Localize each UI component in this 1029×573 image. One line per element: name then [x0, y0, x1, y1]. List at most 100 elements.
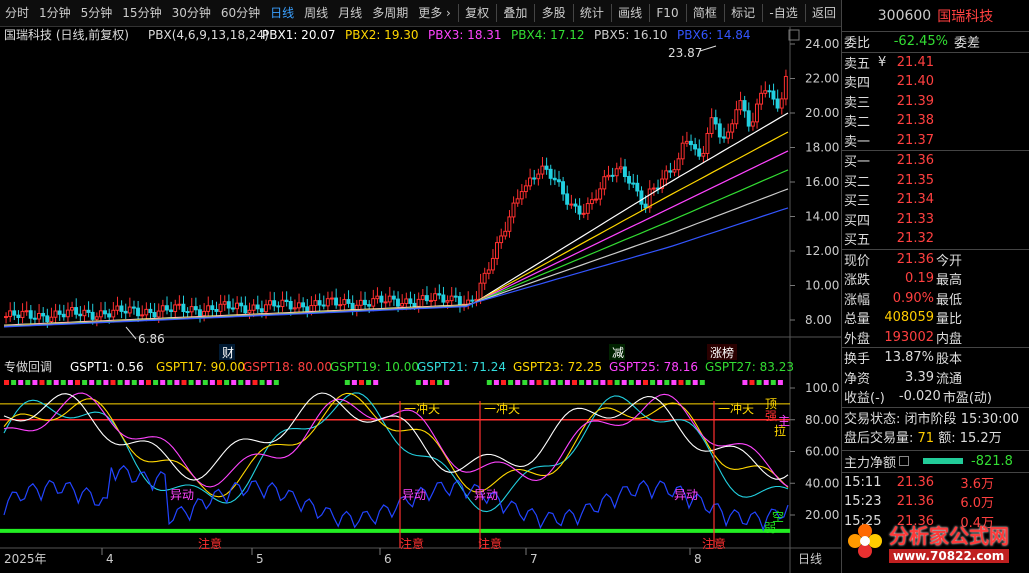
signal-square [18, 380, 24, 385]
tick-time: 15:11 [844, 474, 882, 490]
candle-body [528, 177, 532, 187]
candle-body [115, 305, 120, 311]
candle-body [548, 168, 553, 179]
action-9[interactable]: 返回 [811, 5, 836, 20]
signal-square [266, 380, 272, 385]
sub-tick-label: 60.00 [805, 445, 839, 459]
period-0[interactable]: 分时 [5, 5, 30, 20]
period-5[interactable]: 60分钟 [220, 5, 261, 20]
candle-body [779, 98, 784, 109]
action-4[interactable]: 画线 [618, 5, 643, 20]
candle-body [98, 310, 103, 318]
candle-body [4, 316, 8, 319]
tick-row: 15:11 21.36 3.6万 [842, 473, 1029, 493]
period-6[interactable]: 日线 [270, 5, 295, 20]
signal-square [39, 380, 45, 385]
candle-body [86, 309, 91, 313]
candle-body [552, 177, 557, 181]
signal-square [217, 380, 222, 385]
candle-body [226, 301, 231, 309]
candle-body [218, 303, 223, 312]
x-axis-label: 8 [694, 552, 702, 566]
candle-body [449, 295, 454, 302]
period-7[interactable]: 周线 [304, 5, 329, 20]
candle-body [107, 313, 112, 318]
candle-body [251, 304, 256, 311]
action-6[interactable]: 简框 [692, 5, 717, 20]
candle-body [478, 282, 483, 300]
window-square-icon [788, 29, 800, 41]
candle-body [387, 295, 392, 303]
candle-body [259, 308, 264, 313]
period-8[interactable]: 月线 [338, 5, 363, 20]
pbx-label-1: PBX1: 20.07 [262, 28, 336, 42]
candle-body [519, 191, 524, 200]
candle-body [783, 75, 788, 100]
stat-value: 0.19 [905, 271, 934, 287]
signal-square [671, 380, 677, 385]
signal-square [621, 380, 627, 385]
gspt-label-2: GSPT17: 90.00 [156, 360, 245, 374]
period-4[interactable]: 30分钟 [171, 5, 211, 20]
signal-square [195, 380, 201, 385]
period-10[interactable]: 更多 › [418, 5, 451, 20]
candle-body [709, 117, 714, 134]
period-2[interactable]: 5分钟 [80, 5, 113, 20]
net-bar [923, 458, 964, 464]
action-5[interactable]: F10 [656, 5, 679, 20]
candle-body [16, 314, 21, 318]
candle-body [103, 310, 107, 315]
indicator-name: PBX(4,6,9,13,18,24) [148, 28, 269, 42]
stat2-value: -0.020 [898, 389, 941, 405]
bid-row: 买四 21.33 [842, 210, 1029, 230]
period-9[interactable]: 多周期 [372, 5, 409, 20]
candle-body [556, 179, 561, 183]
tick-vol: 3.6万 [960, 476, 994, 492]
tick-row: 15:23 21.36 6.0万 [842, 492, 1029, 512]
signal-square [82, 380, 88, 385]
action-3[interactable]: 统计 [579, 5, 604, 20]
stat-label-2: 最低 [936, 292, 963, 308]
candle-body [598, 188, 603, 200]
action-8[interactable]: -自选 [769, 5, 798, 20]
main-chart[interactable]: 国瑞科技 (日线,前复权) PBX(4,6,9,13,18,24)PBX1: 20… [0, 27, 841, 573]
candle-body [457, 296, 462, 307]
stat2-label: 净资 [844, 371, 871, 387]
candle-body [375, 295, 380, 300]
candle-body [82, 309, 87, 317]
tick-time: 15:23 [844, 494, 882, 510]
net-row[interactable]: 主力净额 -821.8 [842, 449, 1029, 472]
signal-square [209, 380, 215, 385]
candle-body [268, 300, 273, 306]
candle-body [317, 300, 322, 306]
candle-body [280, 299, 285, 308]
signal-square [572, 380, 577, 385]
tick-vol: 6.0万 [960, 496, 994, 512]
candle-body [726, 131, 731, 139]
quote-panel: 300600 国瑞科技 委比 -62.45% 委差 卖五 ¥21.41 卖四 21.4… [841, 0, 1029, 573]
candle-body [127, 306, 132, 314]
osc-yellow [3, 392, 789, 498]
action-0[interactable]: 复权 [465, 5, 490, 20]
sub-tick-label: 100.0 [805, 381, 839, 395]
candle-body [288, 300, 293, 310]
signal-square [763, 380, 769, 385]
signal-square [770, 380, 776, 385]
y-tick-label: 24.00 [805, 37, 839, 51]
y-tick-label: 20.00 [805, 106, 839, 120]
stock-code: 300600 [877, 7, 932, 24]
ask-row: 卖四 21.40 [842, 72, 1029, 92]
action-7[interactable]: 标记 [731, 5, 756, 20]
period-1[interactable]: 1分钟 [39, 5, 71, 20]
action-2[interactable]: 多股 [541, 5, 566, 20]
signal-square [231, 380, 237, 385]
stat-row: 外盘 193002 内盘 [842, 328, 1029, 348]
action-1[interactable]: 叠加 [503, 5, 528, 20]
surge-label: 一冲天 [718, 401, 754, 416]
candle-body [627, 176, 631, 184]
candle-body [544, 165, 549, 170]
signal-square [252, 380, 258, 385]
expand-icon[interactable] [899, 456, 910, 466]
candle-body [169, 309, 173, 313]
period-3[interactable]: 15分钟 [122, 5, 162, 20]
